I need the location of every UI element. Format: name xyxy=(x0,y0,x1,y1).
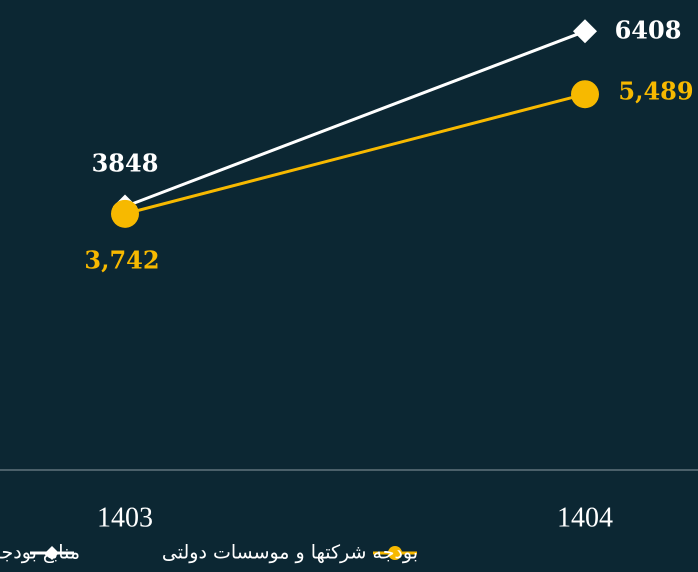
data-label: 6408 xyxy=(615,16,682,45)
x-tick-label: 1403 xyxy=(97,502,153,533)
series-line xyxy=(124,92,586,216)
point xyxy=(573,19,597,44)
legend-label: منابع بودجه عمومی دولت xyxy=(0,542,80,564)
legend-label: بودجه شرکتها و موسسات دولتی xyxy=(162,542,418,564)
point xyxy=(111,199,139,228)
legend-marker xyxy=(388,546,402,560)
data-label: 3,742 xyxy=(84,246,159,275)
data-label: 3848 xyxy=(92,149,159,178)
series-line xyxy=(124,29,586,208)
x-tick-label: 1404 xyxy=(557,502,613,533)
data-label: 5,489 xyxy=(618,77,693,106)
legend-marker xyxy=(45,546,59,560)
point xyxy=(571,80,599,109)
